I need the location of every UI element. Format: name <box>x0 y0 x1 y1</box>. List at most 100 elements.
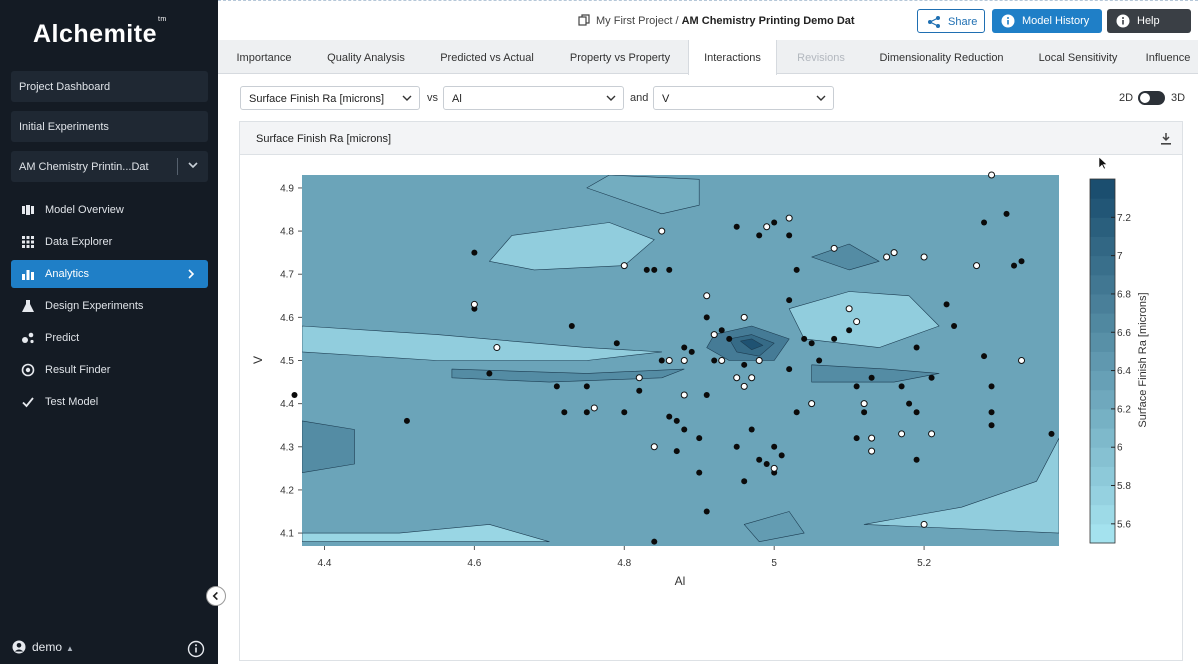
data-point[interactable] <box>613 340 620 347</box>
data-point[interactable] <box>756 456 763 463</box>
data-point[interactable] <box>621 409 628 416</box>
data-point[interactable] <box>771 219 778 226</box>
nav-model-overview[interactable]: Model Overview <box>11 196 208 224</box>
data-point-open[interactable] <box>973 262 981 270</box>
data-point[interactable] <box>778 452 785 459</box>
data-point-open[interactable] <box>680 357 688 364</box>
data-point[interactable] <box>703 392 710 399</box>
data-point[interactable] <box>853 435 860 442</box>
data-point[interactable] <box>658 357 665 364</box>
data-point[interactable] <box>793 266 800 273</box>
target-property-select[interactable]: Surface Finish Ra [microns] <box>240 86 420 110</box>
data-point[interactable] <box>673 417 680 424</box>
breadcrumb-project[interactable]: My First Project <box>596 15 673 27</box>
data-point-open[interactable] <box>748 374 756 382</box>
data-point[interactable] <box>801 335 808 342</box>
data-point[interactable] <box>816 357 823 364</box>
data-point[interactable] <box>696 435 703 442</box>
nav-analytics[interactable]: Analytics <box>11 260 208 288</box>
data-point[interactable] <box>771 443 778 450</box>
data-point-open[interactable] <box>1018 357 1026 364</box>
data-point-open[interactable] <box>658 227 666 235</box>
data-point-open[interactable] <box>590 404 598 412</box>
nav-data-explorer[interactable]: Data Explorer <box>11 228 208 256</box>
data-point[interactable] <box>583 383 590 390</box>
tab-importance[interactable]: Importance <box>236 52 292 64</box>
data-point-open[interactable] <box>785 214 793 222</box>
data-point[interactable] <box>1011 262 1018 269</box>
data-point[interactable] <box>786 232 793 239</box>
nav-result-finder[interactable]: Result Finder <box>11 356 208 384</box>
tab-local-sensitivity[interactable]: Local Sensitivity <box>1038 52 1118 64</box>
data-point[interactable] <box>808 340 815 347</box>
data-point[interactable] <box>951 322 958 329</box>
data-point[interactable] <box>741 361 748 368</box>
data-point-open[interactable] <box>770 464 778 472</box>
data-point[interactable] <box>681 344 688 351</box>
data-point-open[interactable] <box>620 262 628 270</box>
data-point[interactable] <box>673 448 680 455</box>
tab-interactions[interactable]: Interactions <box>688 40 777 75</box>
data-point-open[interactable] <box>845 305 853 313</box>
data-point[interactable] <box>943 301 950 308</box>
data-point-open[interactable] <box>755 357 763 364</box>
user-menu[interactable]: demo ▲ <box>12 640 74 654</box>
data-point-open[interactable] <box>740 382 748 390</box>
alchemite-logo[interactable]: Alchemitetm <box>33 16 166 49</box>
collapse-sidebar-button[interactable] <box>206 586 226 606</box>
data-point[interactable] <box>981 353 988 360</box>
data-point[interactable] <box>553 383 560 390</box>
nav-predict[interactable]: Predict <box>11 324 208 352</box>
data-point[interactable] <box>471 249 478 256</box>
project-select[interactable]: AM Chemistry Printin...Dat <box>11 151 208 182</box>
data-point-open[interactable] <box>665 357 673 364</box>
nav-design-experiments[interactable]: Design Experiments <box>11 292 208 320</box>
tab-quality-analysis[interactable]: Quality Analysis <box>327 52 405 64</box>
data-point[interactable] <box>733 443 740 450</box>
data-point[interactable] <box>853 383 860 390</box>
data-point[interactable] <box>786 366 793 373</box>
data-point-open[interactable] <box>830 244 838 252</box>
data-point[interactable] <box>703 314 710 321</box>
model-history-button[interactable]: Model History <box>992 9 1102 33</box>
data-point[interactable] <box>763 461 770 468</box>
data-point[interactable] <box>913 456 920 463</box>
data-point[interactable] <box>741 478 748 485</box>
data-point-open[interactable] <box>890 249 898 257</box>
data-point-open[interactable] <box>920 520 928 528</box>
project-dashboard-button[interactable]: Project Dashboard <box>11 71 208 102</box>
data-point-open[interactable] <box>860 400 868 408</box>
data-point[interactable] <box>666 266 673 273</box>
data-point[interactable] <box>988 383 995 390</box>
data-point-open[interactable] <box>710 331 718 339</box>
data-point[interactable] <box>793 409 800 416</box>
share-button[interactable]: Share <box>917 9 985 33</box>
data-point-open[interactable] <box>703 292 711 300</box>
data-point[interactable] <box>846 327 853 334</box>
data-point-open[interactable] <box>635 374 643 382</box>
data-point-open[interactable] <box>470 300 478 308</box>
plot-area[interactable] <box>302 175 1059 546</box>
data-point[interactable] <box>688 348 695 355</box>
chevron-down-icon[interactable] <box>187 159 199 171</box>
initial-experiments-button[interactable]: Initial Experiments <box>11 111 208 142</box>
data-point[interactable] <box>906 400 913 407</box>
data-point[interactable] <box>718 327 725 334</box>
data-point-open[interactable] <box>928 430 936 438</box>
nav-test-model[interactable]: Test Model <box>11 388 208 416</box>
data-point[interactable] <box>486 370 493 377</box>
data-point[interactable] <box>681 426 688 433</box>
data-point[interactable] <box>703 508 710 515</box>
data-point[interactable] <box>733 223 740 230</box>
data-point[interactable] <box>403 417 410 424</box>
data-point-open[interactable] <box>988 171 996 179</box>
data-point[interactable] <box>786 297 793 304</box>
data-point-open[interactable] <box>733 374 741 382</box>
data-point[interactable] <box>831 335 838 342</box>
data-point[interactable] <box>568 322 575 329</box>
data-point-open[interactable] <box>680 391 688 399</box>
y-variable-select[interactable]: V <box>653 86 834 110</box>
data-point[interactable] <box>711 357 718 364</box>
data-point[interactable] <box>651 266 658 273</box>
data-point[interactable] <box>913 409 920 416</box>
